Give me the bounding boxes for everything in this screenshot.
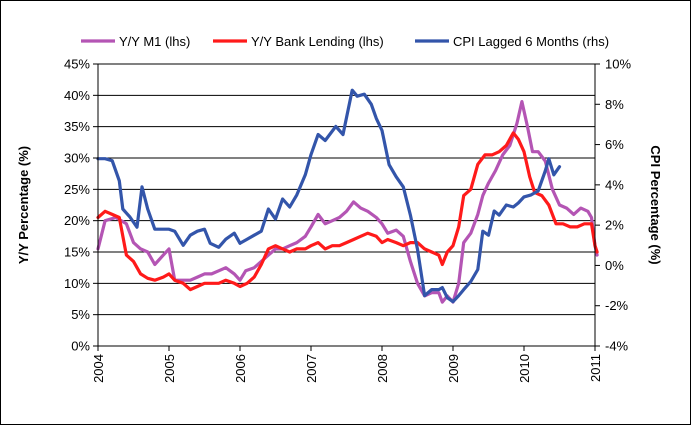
series-line-1 (96, 100, 599, 304)
y-tick-label: 30% (64, 151, 90, 166)
y-tick-label: 0% (71, 339, 90, 354)
x-tick-label: 2010 (517, 354, 532, 383)
left-axis-ticks: 0% 5% 10% 15% 20% 25% 30% 35% 40% 45% (64, 57, 98, 354)
x-axis-ticks: 2004 2005 2006 2007 2008 2009 2010 2011 (91, 346, 603, 383)
x-tick-label: 2011 (588, 354, 603, 382)
y-tick-label: 10% (64, 276, 90, 291)
y-tick-label: 25% (64, 182, 90, 197)
y-tick-label: 45% (64, 57, 90, 72)
y2-tick-label: -4% (605, 339, 629, 354)
legend-label-2: Y/Y Bank Lending (lhs) (251, 34, 384, 49)
plot-area-border (97, 63, 596, 347)
x-tick-label: 2004 (91, 354, 106, 383)
x-tick-label: 2009 (446, 354, 461, 383)
y2-tick-label: 6% (605, 137, 624, 152)
y2-tick-label: 2% (605, 218, 624, 233)
y-tick-label: 35% (64, 119, 90, 134)
y-tick-label: 15% (64, 245, 90, 260)
series-line-3 (96, 88, 562, 304)
x-tick-label: 2006 (233, 354, 248, 383)
y2-tick-label: 0% (605, 258, 624, 273)
y-tick-label: 40% (64, 88, 90, 103)
y2-tick-label: -2% (605, 298, 629, 313)
x-tick-label: 2008 (375, 354, 390, 383)
y-tick-label: 5% (71, 307, 90, 322)
x-tick-label: 2007 (304, 354, 319, 383)
y2-tick-label: 4% (605, 177, 624, 192)
legend-label-3: CPI Lagged 6 Months (rhs) (453, 34, 609, 49)
y2-tick-label: 8% (605, 97, 624, 112)
right-axis-ticks: -4% -2% 0% 2% 4% 6% 8% 10% (595, 57, 631, 354)
y-tick-label: 20% (64, 213, 90, 228)
y2-tick-label: 10% (605, 57, 631, 72)
y2-axis-title: CPI Percentage (%) (648, 145, 663, 264)
series-line-2 (96, 131, 599, 292)
legend: Y/Y M1 (lhs) Y/Y Bank Lending (lhs) CPI La… (81, 34, 609, 49)
legend-label-1: Y/Y M1 (lhs) (119, 34, 190, 49)
x-tick-label: 2005 (162, 354, 177, 383)
y-axis-title: Y/Y Percentage (%) (16, 146, 31, 264)
series-layer (96, 88, 599, 304)
